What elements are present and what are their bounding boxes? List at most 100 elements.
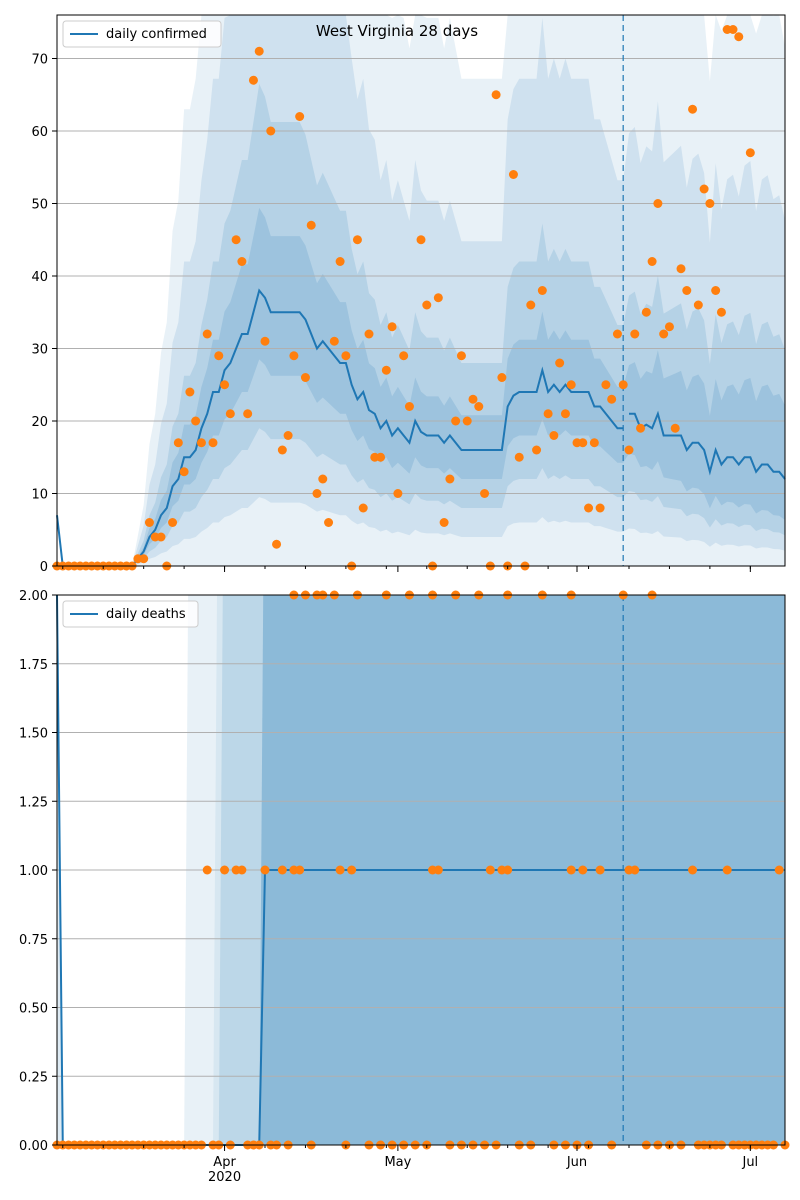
deaths-point xyxy=(503,865,513,875)
confirmed-point xyxy=(497,373,507,382)
confirmed-point xyxy=(422,300,432,310)
confirmed-point xyxy=(179,467,189,477)
confirmed-point xyxy=(289,351,299,361)
confirmed-y-tick-label: 30 xyxy=(31,343,48,358)
confirmed-point xyxy=(601,380,611,390)
chart-title: West Virginia 28 days xyxy=(316,22,478,40)
deaths-point xyxy=(688,865,698,875)
confirmed-point xyxy=(173,438,183,448)
confirmed-point xyxy=(225,409,235,419)
confirmed-point xyxy=(705,199,715,208)
confirmed-point xyxy=(168,518,178,527)
confirmed-point xyxy=(641,307,651,317)
confirmed-point xyxy=(433,293,443,303)
confirmed-point xyxy=(456,351,466,361)
deaths-point xyxy=(335,865,345,875)
confirmed-point xyxy=(248,75,258,85)
deaths-point xyxy=(237,865,247,875)
confirmed-point xyxy=(549,431,559,440)
confirmed-point xyxy=(451,416,461,426)
confirmed-point xyxy=(144,518,154,527)
confirmed-point xyxy=(508,170,518,179)
confirmed-x-ticks xyxy=(62,566,751,572)
confirmed-point xyxy=(335,257,345,266)
x-tick-label: May xyxy=(384,1155,411,1170)
x-tick-label: 2020 xyxy=(208,1170,241,1185)
confirmed-point xyxy=(237,257,247,266)
confirmed-point xyxy=(716,307,726,317)
deaths-point xyxy=(774,865,784,875)
confirmed-point xyxy=(272,539,282,549)
confirmed-point xyxy=(566,380,576,390)
confirmed-y-tick-label: 20 xyxy=(31,415,48,430)
confirmed-point xyxy=(231,235,241,245)
confirmed-point xyxy=(624,445,634,455)
confirmed-point xyxy=(468,394,478,404)
confirmed-point xyxy=(647,257,657,266)
confirmed-forecast-fit-line xyxy=(629,410,786,480)
confirmed-point xyxy=(462,416,472,426)
confirmed-point xyxy=(283,431,293,440)
confirmed-point xyxy=(416,235,426,245)
confirmed-point xyxy=(595,503,605,513)
confirmed-point xyxy=(612,329,622,339)
confirmed-point xyxy=(300,373,310,382)
confirmed-point xyxy=(266,126,276,136)
confirmed-point xyxy=(404,402,414,411)
confirmed-point xyxy=(214,351,224,361)
confirmed-point xyxy=(711,286,721,295)
confirmed-point xyxy=(734,32,744,42)
deaths-point xyxy=(630,865,640,875)
deaths-y-tick-label: 0.50 xyxy=(19,1002,48,1017)
deaths-y-tick-label: 1.50 xyxy=(19,727,48,742)
confirmed-point xyxy=(537,286,547,295)
confirmed-point xyxy=(156,532,166,542)
deaths-point xyxy=(260,865,270,875)
deaths-point xyxy=(295,865,305,875)
confirmed-point xyxy=(514,452,524,462)
deaths-y-tick-label: 0.75 xyxy=(19,933,48,948)
confirmed-point xyxy=(358,503,368,513)
confirmed-point xyxy=(341,351,351,361)
deaths-point xyxy=(202,865,212,875)
confirmed-lines xyxy=(56,288,786,567)
confirmed-point xyxy=(555,358,565,368)
confirmed-point xyxy=(318,474,328,484)
confirmed-point xyxy=(260,336,270,346)
confirmed-point xyxy=(607,394,617,404)
confirmed-point xyxy=(208,438,218,448)
confirmed-point xyxy=(682,286,692,295)
confirmed-point xyxy=(676,264,686,274)
deaths-y-tick-label: 1.00 xyxy=(19,864,48,879)
confirmed-point xyxy=(387,322,397,332)
confirmed-point xyxy=(196,438,206,448)
confirmed-y-tick-label: 0 xyxy=(40,560,48,575)
confirmed-point xyxy=(699,184,709,194)
x-tick-label: Apr xyxy=(213,1155,236,1170)
confirmed-band xyxy=(132,207,786,566)
confirmed-point xyxy=(578,438,588,448)
confirmed-point xyxy=(728,25,738,34)
confirmed-y-tick-label: 40 xyxy=(31,270,48,285)
confirmed-point xyxy=(480,489,490,498)
deaths-point xyxy=(277,865,287,875)
confirmed-point xyxy=(352,235,362,245)
confirmed-point xyxy=(439,518,449,527)
deaths-y-tick-label: 0.00 xyxy=(19,1139,48,1154)
confirmed-y-tick-label: 60 xyxy=(31,125,48,140)
deaths-point xyxy=(566,865,576,875)
deaths-point xyxy=(485,865,495,875)
confirmed-point xyxy=(491,90,501,100)
confirmed-axes-frame xyxy=(56,14,786,567)
x-tick-label: Jun xyxy=(566,1155,587,1170)
deaths-y-ticks: 0.00 0.25 0.50 0.75 1.00 1.25 1.50 1.75 2.00 xyxy=(19,589,57,1154)
confirmed-panel: 0 10 20 30 40 50 60 70 West Virginia 28 days da… xyxy=(31,14,786,575)
deaths-panel: 0.00 0.25 0.50 0.75 1.00 1.25 1.50 1.75 2.00 Apr… xyxy=(19,589,790,1185)
confirmed-y-tick-label: 70 xyxy=(31,53,48,68)
confirmed-legend-label: daily confirmed xyxy=(106,27,207,42)
confirmed-point xyxy=(445,474,455,484)
deaths-y-tick-label: 0.25 xyxy=(19,1070,48,1085)
deaths-y-tick-label: 2.00 xyxy=(19,589,48,604)
